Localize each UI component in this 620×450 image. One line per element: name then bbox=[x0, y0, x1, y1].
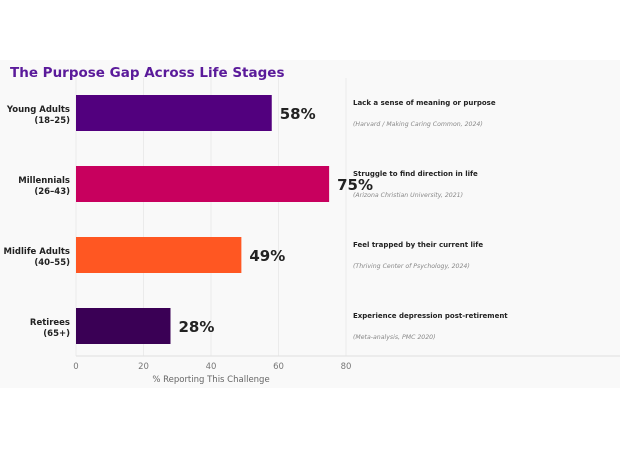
y-tick-range: (26–43) bbox=[34, 187, 70, 197]
x-tick-label: 40 bbox=[206, 362, 217, 372]
annotation-text: Struggle to find direction in life bbox=[353, 170, 478, 178]
y-tick-label: Young Adults bbox=[6, 105, 70, 115]
data-label: 28% bbox=[179, 318, 215, 336]
y-tick-label: Millennials bbox=[18, 176, 70, 186]
x-axis-label: % Reporting This Challenge bbox=[152, 375, 269, 385]
y-tick-label: Retirees bbox=[30, 318, 70, 328]
annotation-text: Feel trapped by their current life bbox=[353, 241, 483, 249]
y-tick-range: (18–25) bbox=[34, 116, 70, 126]
annotation-source: (Harvard / Making Caring Common, 2024) bbox=[353, 121, 483, 128]
bar bbox=[76, 308, 171, 344]
data-label: 49% bbox=[249, 247, 285, 265]
chart-title: The Purpose Gap Across Life Stages bbox=[10, 65, 284, 81]
annotation-source: (Meta-analysis, PMC 2020) bbox=[353, 333, 436, 341]
x-tick-label: 80 bbox=[341, 362, 352, 372]
annotation-text: Experience depression post-retirement bbox=[353, 312, 508, 320]
bar bbox=[76, 95, 272, 131]
y-tick-range: (65+) bbox=[43, 329, 70, 339]
data-label: 58% bbox=[280, 105, 316, 123]
x-tick-label: 20 bbox=[138, 362, 149, 372]
bar bbox=[76, 237, 242, 273]
bar bbox=[76, 166, 330, 202]
y-tick-range: (40–55) bbox=[34, 258, 70, 268]
data-label: 75% bbox=[337, 176, 373, 194]
annotation-source: (Thriving Center of Psychology, 2024) bbox=[353, 262, 470, 270]
x-tick-label: 0 bbox=[73, 362, 78, 372]
x-tick-label: 60 bbox=[273, 362, 284, 372]
annotation-source: (Arizona Christian University, 2021) bbox=[353, 191, 463, 199]
y-tick-label: Midlife Adults bbox=[4, 247, 70, 257]
annotation-text: Lack a sense of meaning or purpose bbox=[353, 99, 496, 107]
